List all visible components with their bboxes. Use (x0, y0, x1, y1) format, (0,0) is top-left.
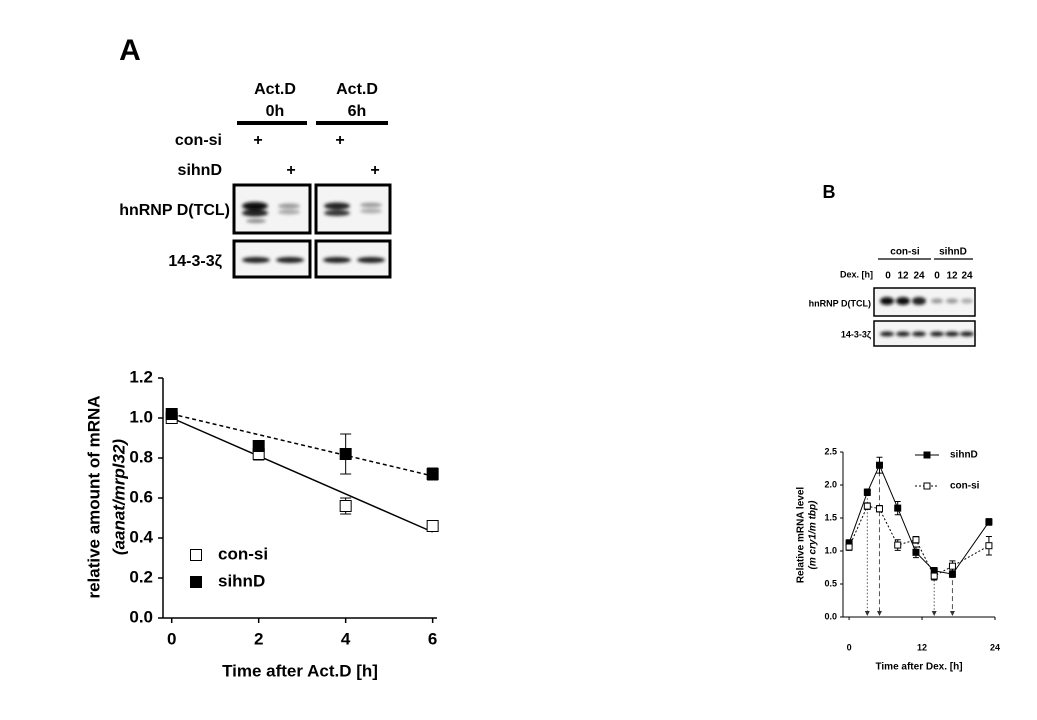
row-mark: + (286, 162, 295, 179)
panel-label: A (119, 34, 141, 67)
blot-image (232, 183, 392, 279)
time-value: 0 (934, 271, 940, 282)
panel-label: B (823, 182, 836, 202)
trend-line (171, 417, 433, 533)
legend-marker (190, 576, 202, 588)
legend-marker (923, 451, 931, 459)
y-tick-label: 0.4 (129, 527, 153, 546)
legend-label: sihnD (950, 450, 978, 461)
marker (339, 500, 352, 512)
band-label: hnRNP D(TCL) (809, 298, 871, 308)
arrow-head (931, 611, 937, 616)
y-axis-label: relative amount of mRNA (84, 395, 103, 598)
marker (863, 502, 871, 510)
time-value: 12 (946, 271, 958, 282)
row-label: con-si (175, 132, 222, 149)
marker (985, 518, 993, 526)
x-tick-label: 24 (990, 642, 1000, 652)
x-tick-label: 0 (167, 629, 176, 648)
marker (426, 520, 439, 532)
legend-label: con-si (950, 481, 980, 492)
x-axis-label: Time after Act.D [h] (222, 661, 378, 680)
legend-marker (190, 549, 202, 561)
trend-line (171, 413, 433, 477)
condition-label: Act.D (254, 81, 296, 98)
x-tick-label: 6 (428, 629, 437, 648)
x-axis-label: Time after Dex. [h] (875, 662, 962, 673)
group-label: con-si (890, 247, 920, 258)
legend-marker (923, 482, 931, 490)
marker (252, 440, 265, 452)
x-tick-label: 0 (847, 642, 852, 652)
marker (863, 488, 871, 496)
x-tick-label: 2 (254, 629, 263, 648)
marker (894, 504, 902, 512)
band-label: 14-3-3ζ (168, 253, 222, 270)
row-mark: + (370, 162, 379, 179)
time-label: Dex. [h] (840, 269, 873, 279)
y-tick-label: 0.8 (129, 447, 153, 466)
y-tick-label: 0.5 (824, 578, 837, 588)
legend-label: sihnD (218, 571, 265, 590)
y-axis-label: (aanat/mrpl32) (109, 439, 128, 556)
band-label: hnRNP D(TCL) (119, 202, 230, 219)
y-tick-label: 1.5 (824, 512, 837, 522)
condition-bar (316, 121, 388, 125)
marker (894, 541, 902, 549)
y-tick-label: 1.0 (824, 545, 837, 555)
y-tick-label: 0.2 (129, 567, 153, 586)
legend-label: con-si (218, 544, 268, 563)
x-tick-label: 4 (341, 629, 351, 648)
row-mark: + (335, 132, 344, 149)
time-value: 24 (961, 271, 973, 282)
condition-time: 0h (266, 103, 285, 120)
y-tick-label: 0.6 (129, 487, 153, 506)
time-value: 24 (913, 271, 925, 282)
marker (985, 542, 993, 550)
y-tick-label: 0.0 (824, 611, 837, 621)
condition-bar (237, 121, 307, 125)
marker (426, 468, 439, 480)
time-value: 0 (885, 271, 891, 282)
marker (912, 536, 920, 544)
blot-image (873, 287, 976, 347)
y-tick-label: 0.0 (129, 607, 153, 626)
y-tick-label: 1.2 (129, 367, 153, 386)
condition-label: Act.D (336, 81, 378, 98)
marker (875, 505, 883, 513)
row-mark: + (253, 132, 262, 149)
marker (339, 448, 352, 460)
marker (948, 570, 956, 578)
marker (165, 408, 178, 420)
time-value: 12 (897, 271, 909, 282)
y-axis-label: (m cry1/m tbp) (808, 500, 819, 570)
marker (930, 572, 938, 580)
marker (948, 562, 956, 570)
marker (912, 548, 920, 556)
y-tick-label: 2.5 (824, 446, 837, 456)
arrow-head (876, 611, 882, 616)
x-tick-label: 12 (917, 642, 927, 652)
y-tick-label: 1.0 (129, 407, 153, 426)
marker (845, 543, 853, 551)
condition-time: 6h (348, 103, 367, 120)
band-label: 14-3-3ζ (841, 329, 871, 339)
y-tick-label: 2.0 (824, 479, 837, 489)
arrow-head (949, 611, 955, 616)
group-label: sihnD (939, 247, 967, 258)
y-axis-label: Relative mRNA level (796, 487, 807, 584)
arrow-head (864, 611, 870, 616)
marker (875, 461, 883, 469)
row-label: sihnD (178, 162, 222, 179)
